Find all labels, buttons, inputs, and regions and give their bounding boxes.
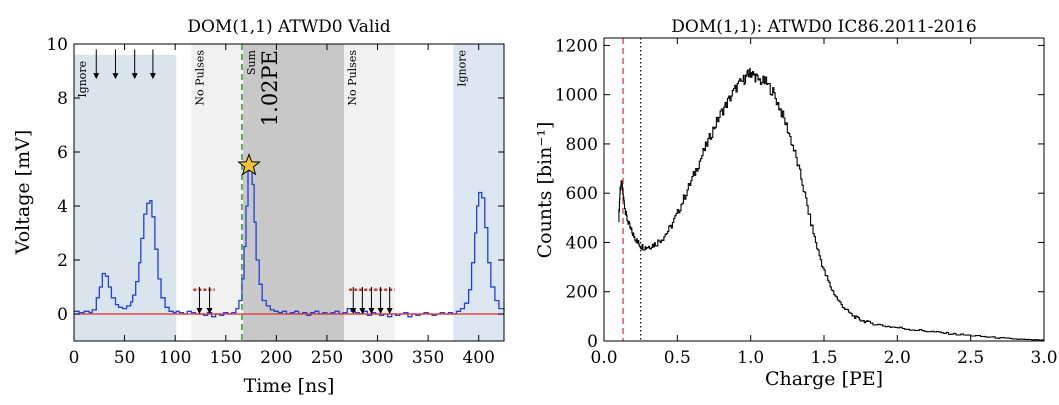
- left-x-tick-label: 250: [311, 348, 343, 368]
- region-label: No Pulses: [193, 50, 206, 106]
- left-y-tick-label: 8: [57, 89, 68, 109]
- left-x-tick-label: 400: [462, 348, 494, 368]
- region-label: Ignore: [455, 50, 468, 87]
- right-y-tick-label: 800: [566, 135, 598, 155]
- left-y-tick-label: 0: [57, 305, 68, 325]
- left-chart-x-label: Time [ns]: [244, 375, 335, 397]
- right-y-tick-label: 400: [566, 233, 598, 253]
- right-x-tick-label: 2.5: [957, 348, 984, 368]
- left-chart-regions: [74, 44, 504, 341]
- right-x-tick-label: 1.5: [810, 348, 837, 368]
- right-x-tick-label: 3.0: [1030, 348, 1057, 368]
- region-label: Ignore: [76, 61, 89, 98]
- region-label: Sum: [245, 49, 258, 75]
- right-y-tick-label: 200: [566, 283, 598, 303]
- right-chart-y-label: Counts [bin⁻¹]: [534, 122, 556, 259]
- right-chart-frame: [604, 38, 1044, 341]
- left-x-tick-label: 300: [361, 348, 393, 368]
- left-x-tick-label: 200: [260, 348, 292, 368]
- left-x-tick-label: 350: [412, 348, 444, 368]
- charge-histogram-line: [619, 69, 1044, 341]
- left-x-tick-label: 100: [159, 348, 191, 368]
- left-chart-y-label: Voltage [mV]: [12, 130, 34, 255]
- right-chart-series: [619, 69, 1044, 341]
- region-label: No Pulses: [346, 50, 359, 106]
- left-x-tick-label: 150: [210, 348, 242, 368]
- right-chart: DOM(1,1): ATWD0 IC86.2011-2016 0.0 0.5 1.0…: [534, 17, 1058, 390]
- right-y-tick-label: 600: [566, 184, 598, 204]
- right-y-tick-label: 0: [587, 332, 598, 352]
- left-y-tick-label: 2: [57, 251, 68, 271]
- right-y-tick-label: 1200: [555, 36, 598, 56]
- left-y-tick-label: 4: [57, 197, 68, 217]
- right-chart-x-label: Charge [PE]: [765, 368, 883, 390]
- left-x-tick-label: 0: [69, 348, 80, 368]
- right-chart-title: DOM(1,1): ATWD0 IC86.2011-2016: [671, 17, 976, 37]
- left-x-tick-label: 50: [114, 348, 136, 368]
- right-chart-threshold-lines: [623, 38, 641, 341]
- left-y-tick-label: 10: [46, 35, 68, 55]
- right-chart-x-ticks: 0.0 0.5 1.0 1.5 2.0 2.5 3.0: [590, 38, 1057, 368]
- right-x-tick-label: 1.0: [737, 348, 764, 368]
- left-chart: DOM(1,1) ATWD0 Valid Ignore No Pulses Sum N…: [12, 17, 504, 397]
- sum-charge-label: 1.02PE: [258, 50, 282, 126]
- left-y-tick-label: 6: [57, 143, 68, 163]
- left-chart-title: DOM(1,1) ATWD0 Valid: [187, 17, 390, 37]
- right-x-tick-label: 0.5: [664, 348, 691, 368]
- right-chart-y-ticks: 0 200 400 600 800 1000 1200: [555, 36, 1044, 352]
- right-x-tick-label: 2.0: [884, 348, 911, 368]
- right-y-tick-label: 1000: [555, 86, 598, 106]
